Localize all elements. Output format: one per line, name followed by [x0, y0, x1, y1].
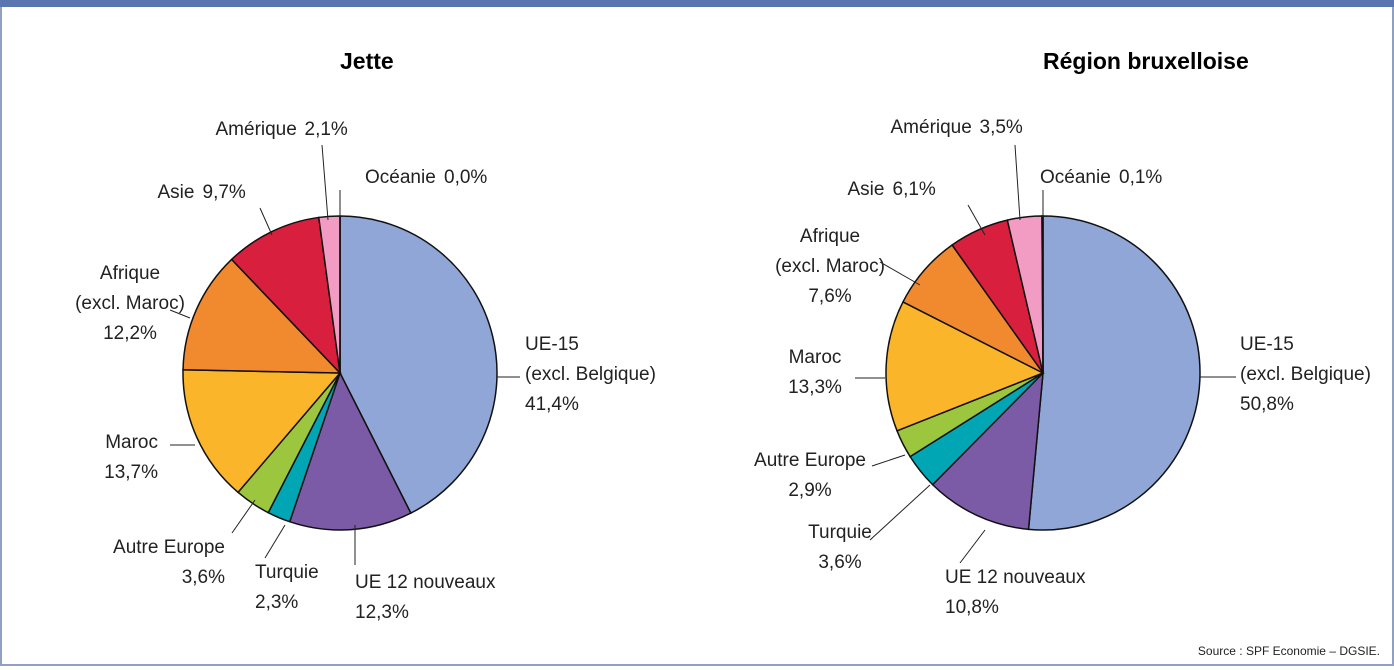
leader-line	[869, 484, 931, 541]
slice-label: UE 12 nouveaux	[945, 567, 1086, 588]
slice-value: 3,6%	[818, 552, 862, 573]
slice-value: 7,6%	[808, 286, 852, 307]
slice-value: 0,0%	[444, 167, 488, 188]
pie-slice	[885, 300, 1045, 432]
slice-value: 6,1%	[892, 179, 936, 200]
pie-slice	[931, 370, 1044, 531]
slice-value: 12,2%	[103, 323, 157, 344]
slice-label: Afrique (excl. Maroc)	[75, 263, 185, 314]
slice-label: Océanie	[1040, 167, 1111, 188]
chart-title: Région bruxelloise	[1043, 48, 1249, 74]
pie-slice	[1027, 215, 1201, 531]
slice-label: Asie	[847, 179, 885, 200]
leader-line	[321, 144, 329, 221]
pie-slice	[182, 368, 342, 494]
slice-value: 12,3%	[355, 602, 409, 623]
leader-line	[169, 309, 191, 319]
slice-label: UE-15 (excl. Belgique)	[1240, 334, 1371, 385]
slice-value: 50,8%	[1240, 394, 1294, 415]
source: Source : SPF Economie – DGSIE.	[1197, 644, 1380, 658]
slice-label: Océanie	[365, 167, 436, 188]
slice-value: 3,5%	[979, 117, 1023, 138]
chart-title: Jette	[340, 48, 394, 74]
slice-label: Amérique	[890, 117, 972, 138]
slice-label: Autre Europe	[754, 450, 866, 471]
pie-slice	[288, 371, 412, 531]
slice-label: Turquie	[808, 522, 872, 543]
slice-value: 41,4%	[525, 394, 579, 415]
slice-label: Autre Europe	[113, 537, 225, 558]
slice-label: Asie	[157, 182, 195, 203]
pie-slice	[182, 258, 342, 374]
slice-value: 2,3%	[255, 592, 299, 613]
slice-value: 2,1%	[304, 119, 348, 140]
slice-label: Turquie	[255, 562, 319, 583]
leader-line	[259, 207, 273, 236]
slice-value: 10,8%	[945, 597, 999, 618]
pie-slice	[230, 216, 342, 376]
slice-value: 13,3%	[788, 377, 842, 398]
slice-label: Maroc	[788, 347, 842, 368]
leader-line	[871, 454, 906, 467]
pie-slice	[339, 215, 498, 515]
slice-value: 2,9%	[788, 480, 832, 501]
leader-line	[264, 524, 286, 559]
slice-label: UE-15 (excl. Belgique)	[525, 334, 656, 385]
slice-label: Afrique (excl. Maroc)	[775, 226, 885, 277]
leader-line	[1014, 144, 1021, 221]
leader-line	[959, 529, 986, 564]
leader-line	[879, 261, 921, 286]
slice-label: UE 12 nouveaux	[355, 572, 496, 593]
slice-label: Amérique	[215, 119, 297, 140]
leader-line	[967, 204, 986, 236]
slice-label: Maroc	[105, 432, 158, 453]
slice-value: 0,1%	[1119, 167, 1163, 188]
slice-value: 9,7%	[202, 182, 246, 203]
slice-value: 13,7%	[104, 462, 158, 483]
pie-slice	[1041, 215, 1044, 374]
leader-line	[231, 499, 256, 534]
header-band	[0, 0, 1394, 7]
slice-value: 3,6%	[181, 567, 225, 588]
